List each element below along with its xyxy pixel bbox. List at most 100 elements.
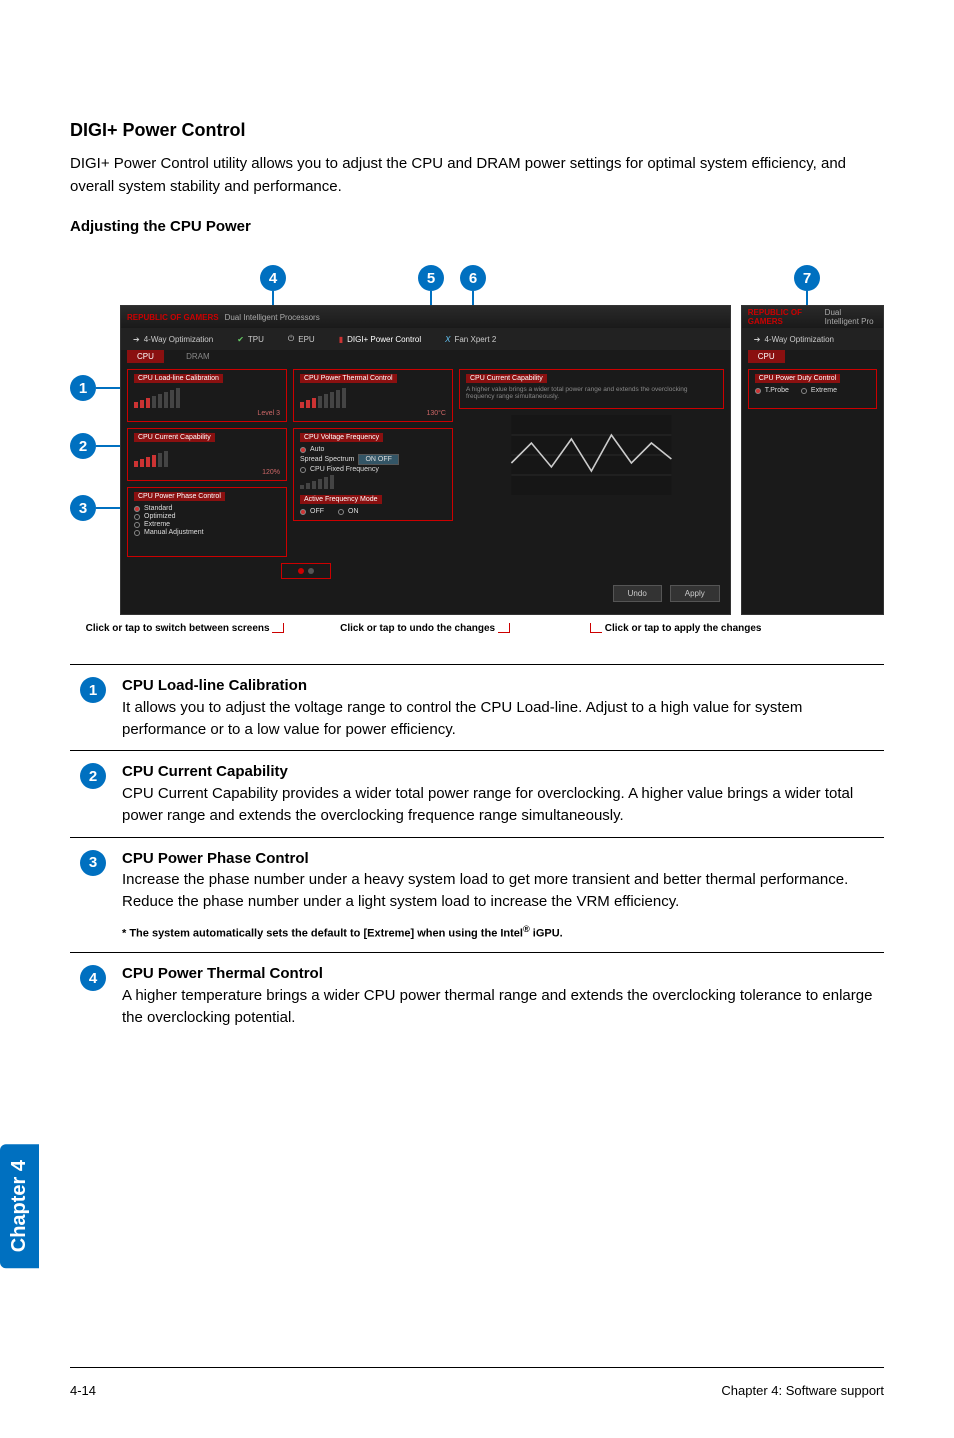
- window-header: REPUBLIC OF GAMERS Dual Intelligent Proc…: [121, 306, 730, 328]
- nav-tpu[interactable]: ✔ TPU: [225, 335, 276, 344]
- window2-nav-label: 4-Way Optimization: [764, 335, 834, 344]
- apply-button[interactable]: Apply: [670, 585, 720, 602]
- vf-auto-label: Auto: [310, 446, 324, 453]
- vf-bars: [300, 475, 446, 489]
- desc-badge-4: 4: [80, 965, 106, 991]
- box-phase[interactable]: CPU Power Phase Control Standard Optimiz…: [127, 487, 287, 557]
- desc-row-3: 3 CPU Power Phase Control Increase the p…: [70, 838, 884, 954]
- vf-off[interactable]: [300, 509, 306, 515]
- box-voltfreq[interactable]: CPU Voltage Frequency Auto Spread Spectr…: [293, 428, 453, 521]
- box-loadline[interactable]: CPU Load-line Calibration Level 3: [127, 369, 287, 422]
- phase-opt-optimized[interactable]: Optimized: [134, 513, 280, 520]
- brand-text: REPUBLIC OF GAMERS: [127, 313, 219, 322]
- badge-5: 5: [418, 265, 444, 291]
- badge-4: 4: [260, 265, 286, 291]
- chapter-side-tab: Chapter 4: [0, 1144, 39, 1268]
- nav-4way[interactable]: ➔ 4-Way Optimization: [121, 335, 225, 344]
- page-number: 4-14: [70, 1383, 96, 1398]
- window2-header: REPUBLIC OF GAMERS Dual Intelligent Pro: [742, 306, 883, 328]
- desc-body-4: A higher temperature brings a wider CPU …: [122, 985, 878, 1029]
- nav-fan-label: Fan Xpert 2: [454, 335, 496, 344]
- undo-button[interactable]: Undo: [613, 585, 662, 602]
- app-window-main: REPUBLIC OF GAMERS Dual Intelligent Proc…: [120, 305, 731, 615]
- vf-active-title: Active Frequency Mode: [300, 495, 382, 504]
- vf-spread[interactable]: Spread Spectrum ON OFF: [300, 454, 446, 465]
- window2-nav: ➔ 4-Way Optimization: [742, 328, 883, 350]
- duty-tprobe[interactable]: [755, 388, 761, 394]
- box-duty-title: CPU Power Duty Control: [755, 374, 840, 383]
- description-table: 1 CPU Load-line Calibration It allows yo…: [70, 664, 884, 1039]
- nav-4way-label: 4-Way Optimization: [144, 335, 214, 344]
- box-graph-cap-note: A higher value brings a wider total powe…: [466, 386, 717, 400]
- caption-left: Click or tap to switch between screens: [70, 623, 300, 634]
- box-thermal-bars: [300, 388, 446, 408]
- nav-digi[interactable]: ▮ DIGI+ Power Control: [327, 335, 433, 344]
- duty-extreme-label: Extreme: [811, 387, 837, 394]
- phase-opt-manual[interactable]: Manual Adjustment: [134, 529, 280, 536]
- desc-row-4: 4 CPU Power Thermal Control A higher tem…: [70, 953, 884, 1038]
- nav-row: ➔ 4-Way Optimization ✔ TPU ⏻ EPU ▮ DIGI+…: [121, 328, 730, 350]
- phase-opt-standard-label: Standard: [144, 505, 172, 512]
- phase-opt-extreme-label: Extreme: [144, 521, 170, 528]
- graph-svg: [459, 415, 724, 495]
- box-voltfreq-title: CPU Voltage Frequency: [300, 433, 383, 442]
- box-loadline-bars: [134, 388, 280, 408]
- desc-title-4: CPU Power Thermal Control: [122, 963, 878, 985]
- box-phase-title: CPU Power Phase Control: [134, 492, 225, 501]
- vf-on-label: ON: [348, 508, 359, 515]
- vf-off-label: OFF: [310, 508, 324, 515]
- duty-tprobe-label: T.Probe: [765, 387, 789, 394]
- desc-body-1: It allows you to adjust the voltage rang…: [122, 697, 878, 741]
- tab-cpu[interactable]: CPU: [127, 350, 164, 363]
- window2-title: Dual Intelligent Pro: [825, 308, 877, 326]
- nav-digi-label: DIGI+ Power Control: [347, 335, 421, 344]
- desc-body-2: CPU Current Capability provides a wider …: [122, 783, 878, 827]
- box-graph-cap: CPU Current Capability A higher value br…: [459, 369, 724, 409]
- desc-row-2: 2 CPU Current Capability CPU Current Cap…: [70, 751, 884, 837]
- nav-epu-label: EPU: [298, 335, 314, 344]
- caption-mid: Click or tap to undo the changes: [300, 623, 550, 634]
- phase-opt-extreme[interactable]: Extreme: [134, 521, 280, 528]
- desc-title-1: CPU Load-line Calibration: [122, 675, 878, 697]
- box-current[interactable]: CPU Current Capability 120%: [127, 428, 287, 481]
- phase-opt-standard[interactable]: Standard: [134, 505, 280, 512]
- nav-epu[interactable]: ⏻ EPU: [276, 334, 327, 344]
- badge-6: 6: [460, 265, 486, 291]
- window2-tab-cpu[interactable]: CPU: [748, 350, 785, 363]
- caption-right: Click or tap to apply the changes: [550, 623, 884, 634]
- vf-auto[interactable]: Auto: [300, 446, 446, 453]
- vf-spread-label: Spread Spectrum: [300, 456, 354, 463]
- window2-nav-4way[interactable]: ➔ 4-Way Optimization: [742, 335, 846, 344]
- vf-on[interactable]: [338, 509, 344, 515]
- desc-badge-2: 2: [80, 763, 106, 789]
- window2-brand: REPUBLIC OF GAMERS: [748, 308, 819, 326]
- nav-tpu-label: TPU: [248, 335, 264, 344]
- box-current-bars: [134, 447, 280, 467]
- window-title: Dual Intelligent Processors: [225, 313, 320, 322]
- tab-dram[interactable]: DRAM: [166, 352, 210, 361]
- desc-title-3: CPU Power Phase Control: [122, 848, 878, 870]
- vf-fixed[interactable]: CPU Fixed Frequency: [300, 466, 446, 473]
- page-footer: 4-14 Chapter 4: Software support: [70, 1375, 884, 1398]
- desc-footnote-3: * The system automatically sets the defa…: [122, 923, 878, 943]
- intro-text: DIGI+ Power Control utility allows you t…: [70, 153, 884, 198]
- box-duty[interactable]: CPU Power Duty Control T.Probe Extreme: [748, 369, 877, 409]
- box-thermal-title: CPU Power Thermal Control: [300, 374, 397, 383]
- desc-title-2: CPU Current Capability: [122, 761, 878, 783]
- box-thermal-val: 130°C: [300, 410, 446, 417]
- screen-switcher[interactable]: [281, 563, 331, 579]
- section-title: DIGI+ Power Control: [70, 120, 884, 141]
- vf-fixed-label: CPU Fixed Frequency: [310, 466, 379, 473]
- duty-extreme[interactable]: [801, 388, 807, 394]
- box-current-val: 120%: [134, 469, 280, 476]
- desc-row-1: 1 CPU Load-line Calibration It allows yo…: [70, 665, 884, 751]
- desc-badge-1: 1: [80, 677, 106, 703]
- box-loadline-title: CPU Load-line Calibration: [134, 374, 223, 383]
- badge-7: 7: [794, 265, 820, 291]
- box-current-title: CPU Current Capability: [134, 433, 215, 442]
- nav-fan[interactable]: X Fan Xpert 2: [433, 335, 508, 344]
- box-loadline-level: Level 3: [134, 410, 280, 417]
- phase-opt-manual-label: Manual Adjustment: [144, 529, 204, 536]
- box-thermal[interactable]: CPU Power Thermal Control 130°C: [293, 369, 453, 422]
- phase-opt-optimized-label: Optimized: [144, 513, 176, 520]
